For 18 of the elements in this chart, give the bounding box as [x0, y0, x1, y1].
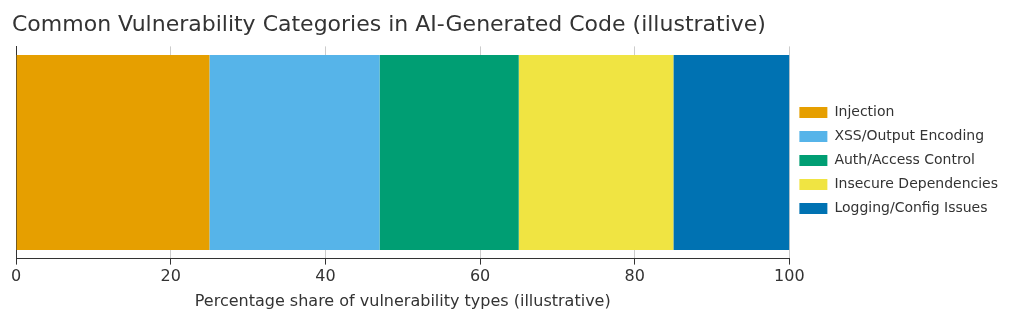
- x-tick-label: 40: [315, 266, 336, 286]
- legend-label: Auth/Access Control: [834, 151, 975, 168]
- legend-label: XSS/Output Encoding: [834, 127, 985, 144]
- legend-label: Injection: [834, 103, 895, 120]
- x-axis-title: Percentage share of vulnerability types (illustrative): [194, 290, 611, 310]
- x-tick-label: 20: [160, 266, 181, 286]
- x-tick-label: 80: [624, 266, 645, 286]
- legend-label: Insecure Dependencies: [834, 175, 998, 192]
- legend-label: Logging/Config Issues: [834, 199, 988, 216]
- bar: [673, 54, 790, 251]
- x-tick-label: 60: [469, 266, 491, 286]
- bar: [16, 54, 210, 251]
- bar: [209, 54, 380, 251]
- x-tick-label: 100: [774, 266, 805, 286]
- chart-title: Common Vulnerability Categories in AI-Generated Code (illustrative): [12, 10, 766, 36]
- bar: [518, 54, 674, 251]
- x-tick-label: 0: [11, 266, 22, 286]
- bar: [379, 54, 519, 251]
